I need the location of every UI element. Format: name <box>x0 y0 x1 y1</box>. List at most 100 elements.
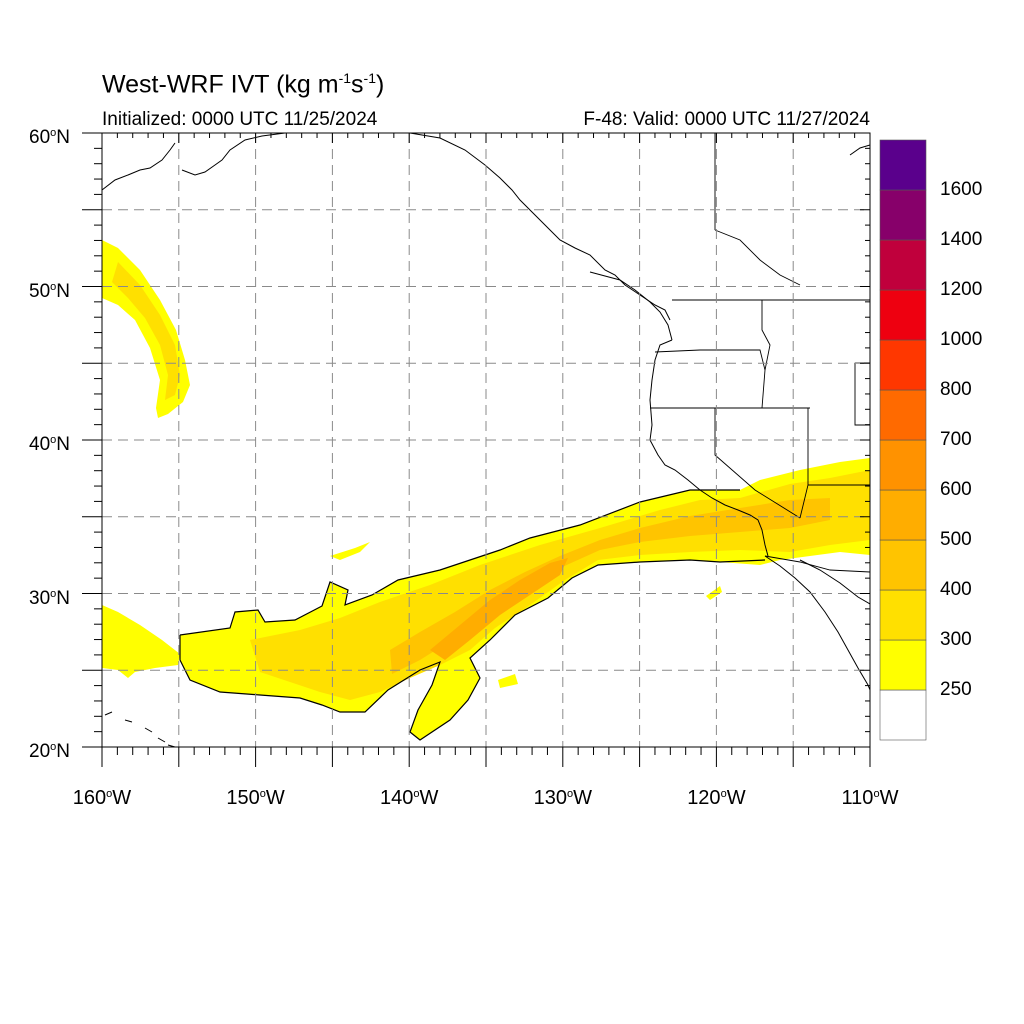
washington-oregon-border <box>654 349 766 371</box>
hemisphere-letter: N <box>56 741 70 762</box>
longitude-label: 150oW <box>211 787 301 810</box>
colorbar-level-label: 400 <box>940 579 972 600</box>
degree-symbol: o <box>413 788 420 800</box>
longitude-label: 110oW <box>825 787 915 810</box>
ivt-area-north-pacific-core <box>112 262 180 400</box>
colorbar-level-label: 250 <box>940 679 972 700</box>
colorbar-swatch <box>879 389 927 441</box>
hemisphere-letter: N <box>56 587 70 609</box>
colorbar-swatch <box>879 639 927 691</box>
upper-right-coast <box>849 144 870 156</box>
hemisphere-letter: W <box>112 787 132 809</box>
alaska-coast <box>181 133 286 176</box>
ivt-shading <box>102 240 870 740</box>
baja-coast <box>764 555 870 691</box>
hemisphere-letter: N <box>56 127 70 148</box>
us-west-coast <box>649 339 769 557</box>
latitude-value: 20 <box>29 741 51 762</box>
idaho-border <box>761 300 771 409</box>
colorbar-level-label: 1600 <box>940 179 983 200</box>
hemisphere-letter: W <box>573 787 592 809</box>
latitude-label: 30oN <box>8 584 70 609</box>
colorbar-swatch <box>879 689 927 741</box>
colorbar-level-label: 500 <box>940 529 972 550</box>
longitude-value: 130 <box>533 787 567 809</box>
colorbar-swatch <box>879 289 927 341</box>
axis-ticks <box>82 132 871 767</box>
longitude-label: 130oW <box>518 787 608 810</box>
degree-symbol: o <box>873 788 880 800</box>
river-outline-south <box>179 559 766 741</box>
coastlines <box>102 133 870 747</box>
colorbar-swatch <box>879 489 927 541</box>
hawaii-islands <box>104 711 176 747</box>
degree-symbol: o <box>106 788 113 800</box>
degree-symbol: o <box>50 741 57 753</box>
longitude-value: 160 <box>72 787 107 809</box>
hemisphere-letter: N <box>56 434 70 455</box>
ivt-area-small-2 <box>498 674 518 688</box>
canada-province-lines <box>714 229 801 286</box>
river-outline <box>179 489 740 636</box>
degree-symbol: o <box>50 587 57 600</box>
colorbar-level-label: 1400 <box>940 229 983 250</box>
latitude-value: 30 <box>29 587 51 609</box>
colorbar-level-label: 700 <box>940 429 972 450</box>
initialized-time: Initialized: 0000 UTC 11/25/2024 <box>102 109 378 130</box>
longitude-label: 140oW <box>364 787 454 810</box>
degree-symbol: o <box>50 434 57 446</box>
latitude-value: 60 <box>29 127 51 148</box>
colorbar-level-label: 800 <box>940 379 972 400</box>
mexico-coast <box>799 559 870 605</box>
degree-symbol: o <box>566 788 574 800</box>
latitude-label: 20oN <box>8 737 70 762</box>
figure-title: West-WRF IVT (kg m-1s-1) <box>102 70 385 99</box>
latitude-label: 60oN <box>8 123 70 148</box>
degree-symbol: o <box>50 127 57 139</box>
colorbar-level-label: 600 <box>940 479 972 500</box>
colorbar-swatch <box>879 339 927 391</box>
longitude-value: 120 <box>687 787 721 809</box>
ivt-area-north-pacific <box>102 240 190 418</box>
hemisphere-letter: W <box>879 787 899 809</box>
latitude-label: 40oN <box>8 430 70 455</box>
latitude-label: 50oN <box>8 277 70 302</box>
degree-symbol: o <box>50 280 57 293</box>
degree-symbol: o <box>259 788 266 800</box>
colorbar-level-label: 1200 <box>940 279 983 300</box>
california-nevada-border <box>714 408 801 519</box>
map-content <box>102 133 870 747</box>
ivt-area-small-1 <box>330 542 370 560</box>
colorbar-swatch <box>879 589 927 641</box>
ivt-area-river-max <box>430 558 568 660</box>
hemisphere-letter: W <box>419 787 439 809</box>
colorbar-level-label: 1000 <box>940 329 983 350</box>
us-mexico-border <box>764 555 870 573</box>
colorbar-swatch <box>879 439 927 491</box>
southeast-alaska-coast <box>409 133 671 321</box>
latitude-value: 50 <box>29 280 51 302</box>
degree-symbol: o <box>720 788 727 800</box>
valid-time: F-48: Valid: 0000 UTC 11/27/2024 <box>583 109 870 130</box>
colorbar-swatch <box>879 239 927 291</box>
bc-coast <box>589 271 673 341</box>
longitude-value: 150 <box>226 787 260 809</box>
longitude-value: 110 <box>841 787 874 809</box>
colorbar <box>879 139 927 741</box>
longitude-value: 140 <box>379 787 414 809</box>
colorbar-swatch <box>879 539 927 591</box>
colorbar-level-label: 300 <box>940 629 972 650</box>
colorbar-swatch <box>879 139 927 191</box>
longitude-label: 120oW <box>671 787 761 810</box>
colorbar-swatch <box>879 189 927 241</box>
gridlines <box>102 133 870 747</box>
ivt-area-river-core <box>390 498 830 674</box>
alaska-peninsula-coast <box>102 142 176 191</box>
hemisphere-letter: W <box>726 787 746 809</box>
hemisphere-letter: W <box>265 787 285 809</box>
longitude-label: 160oW <box>57 787 147 810</box>
latitude-value: 40 <box>29 434 51 455</box>
hemisphere-letter: N <box>56 280 70 302</box>
ivt-area-west-edge <box>102 605 180 678</box>
